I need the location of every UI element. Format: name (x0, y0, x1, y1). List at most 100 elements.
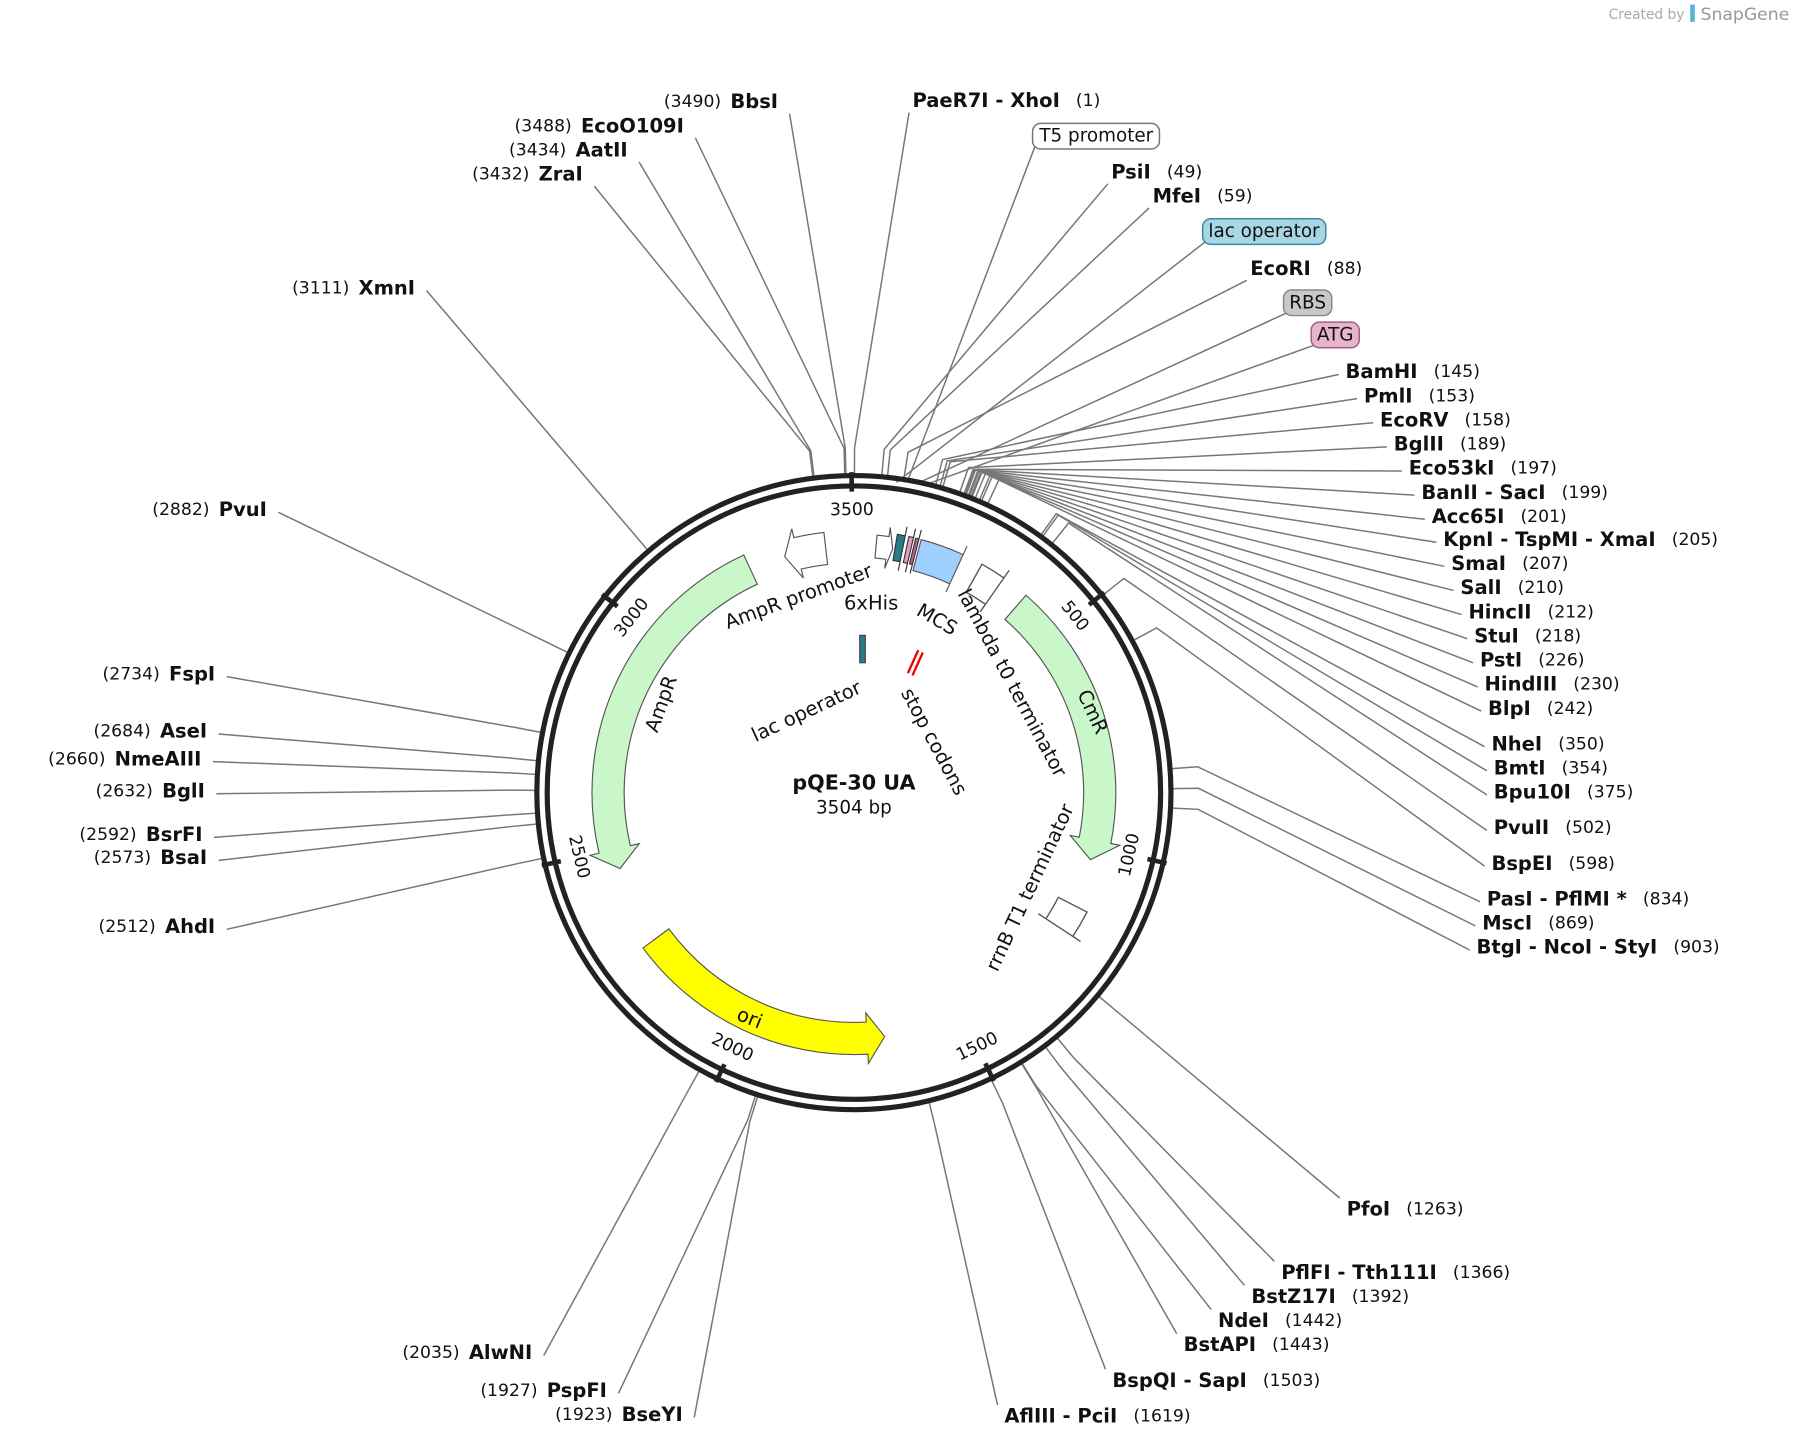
cut-line (979, 474, 1474, 664)
enzyme-label: (3434) AatII (509, 138, 628, 161)
enzyme-site: (212) (1548, 602, 1594, 622)
feature-atg (908, 529, 922, 574)
enzyme-label: Bpu10I (375) (1494, 780, 1634, 803)
enzyme-label: BspQI - SapI (1503) (1112, 1368, 1320, 1391)
enzyme-label: (3490) BbsI (664, 90, 778, 113)
enzyme-site: (598) (1569, 854, 1615, 874)
enzyme-label: HincII (212) (1468, 600, 1593, 623)
enzyme-name: BtgI - NcoI - StyI (1477, 935, 1658, 958)
cut-line (1103, 577, 1488, 832)
enzyme-name: SalI (1460, 576, 1501, 599)
enzyme-site: (2632) (96, 781, 153, 801)
stop-codon-mark (906, 649, 920, 674)
enzyme-site: (1366) (1453, 1263, 1510, 1283)
tick-label: 1500 (953, 1028, 1001, 1065)
enzyme-name: NheI (1491, 732, 1542, 755)
enzyme-name: BspEI (1491, 851, 1552, 874)
enzyme-label: EcoRI (88) (1250, 256, 1362, 279)
cut-line (965, 469, 1425, 520)
enzyme-label: BamHI (145) (1346, 360, 1480, 383)
cut-line (694, 137, 846, 474)
boxed-feature-label: lac operator (1208, 221, 1320, 242)
cut-line (969, 470, 1445, 568)
tick-label: 2500 (564, 833, 593, 880)
enzyme-label: KpnI - TspMI - XmaI (205) (1443, 527, 1718, 550)
enzyme-site: (2684) (93, 722, 150, 742)
enzyme-name: BsaI (160, 846, 207, 869)
enzyme-name: AlwNI (469, 1341, 532, 1364)
feature-box (1201, 218, 1327, 246)
enzyme-site: (242) (1547, 699, 1593, 719)
enzyme-label: BstAPI (1443) (1184, 1333, 1330, 1356)
enzyme-name: MscI (1482, 911, 1532, 934)
cut-line (1021, 1063, 1178, 1335)
feature-label: MCS (913, 599, 962, 640)
enzyme-name: Eco53kI (1409, 456, 1495, 479)
cut-line (959, 446, 1387, 492)
tick (1087, 590, 1106, 607)
enzyme-label: AflIII - PciI (1619) (1004, 1404, 1190, 1427)
enzyme-label: Eco53kI (197) (1409, 456, 1557, 479)
cut-line (981, 475, 1478, 688)
enzyme-name: XmnI (359, 276, 416, 299)
enzyme-label: NheI (350) (1491, 732, 1604, 755)
enzyme-label: HindIII (230) (1485, 672, 1620, 695)
enzyme-label: PsiI (49) (1111, 160, 1202, 183)
feature-rrnb (1037, 896, 1088, 942)
enzyme-label: NdeI (1442) (1218, 1309, 1342, 1332)
enzyme-label: BspEI (598) (1491, 851, 1614, 874)
enzyme-site: (2512) (99, 917, 156, 937)
enzyme-name: PflFI - Tth111I (1281, 1260, 1437, 1283)
enzyme-label: (3111) XmnI (292, 276, 415, 299)
tick-label: 2000 (708, 1029, 756, 1066)
cut-line (1042, 514, 1488, 772)
enzyme-label: (3488) EcoO109I (515, 114, 684, 137)
enzyme-site: (1503) (1263, 1371, 1320, 1391)
feature-rbs (902, 528, 917, 573)
enzyme-label: BtgI - NcoI - StyI (903) (1477, 935, 1720, 958)
boxed-feature-label: ATG (1317, 324, 1354, 345)
enzyme-name: MfeI (1153, 184, 1201, 207)
enzyme-name: BlpI (1488, 696, 1531, 719)
enzyme-label: (2035) AlwNI (402, 1341, 532, 1364)
cut-line (963, 468, 1402, 494)
enzyme-site: (189) (1460, 435, 1506, 455)
enzyme-label: (3432) ZraI (472, 162, 583, 185)
cut-line (964, 468, 1415, 496)
enzyme-site: (1) (1076, 91, 1100, 111)
enzyme-site: (2573) (94, 848, 151, 868)
enzyme-site: (88) (1327, 259, 1362, 279)
feature-label: lac operator (748, 675, 866, 746)
credit-prefix: Created by (1609, 7, 1685, 23)
enzyme-site: (3434) (509, 140, 566, 160)
feature-lambda (965, 563, 1010, 613)
enzyme-site: (502) (1565, 818, 1611, 838)
enzyme-label: PstI (226) (1480, 648, 1585, 671)
cut-line (1040, 512, 1485, 748)
enzyme-label: (2684) AseI (93, 719, 207, 742)
cut-line (218, 823, 537, 862)
enzyme-name: AflIII - PciI (1004, 1404, 1117, 1427)
enzyme-site: (3111) (292, 278, 349, 298)
enzyme-name: SmaI (1451, 552, 1506, 575)
cut-line (1098, 996, 1341, 1199)
tick (541, 858, 562, 868)
enzyme-name: BglI (162, 779, 205, 802)
enzyme-name: BglII (1394, 432, 1444, 455)
enzyme-label: SmaI (207) (1451, 552, 1568, 575)
enzyme-label: Acc65I (201) (1432, 504, 1567, 527)
enzyme-name: KpnI - TspMI - XmaI (1443, 527, 1655, 550)
cut-line (886, 207, 1150, 476)
enzyme-site: (1263) (1406, 1200, 1463, 1220)
enzyme-label: StuI (218) (1474, 624, 1581, 647)
enzyme-name: AhdI (165, 915, 215, 938)
enzyme-label: PvuII (502) (1494, 816, 1612, 839)
cut-line (1052, 522, 1488, 796)
enzyme-site: (199) (1562, 483, 1608, 503)
enzyme-name: Acc65I (1432, 504, 1505, 527)
enzyme-name: Bpu10I (1494, 780, 1571, 803)
feature-ampr (588, 554, 759, 870)
enzyme-name: PspFI (547, 1379, 607, 1402)
enzyme-site: (153) (1429, 386, 1475, 406)
